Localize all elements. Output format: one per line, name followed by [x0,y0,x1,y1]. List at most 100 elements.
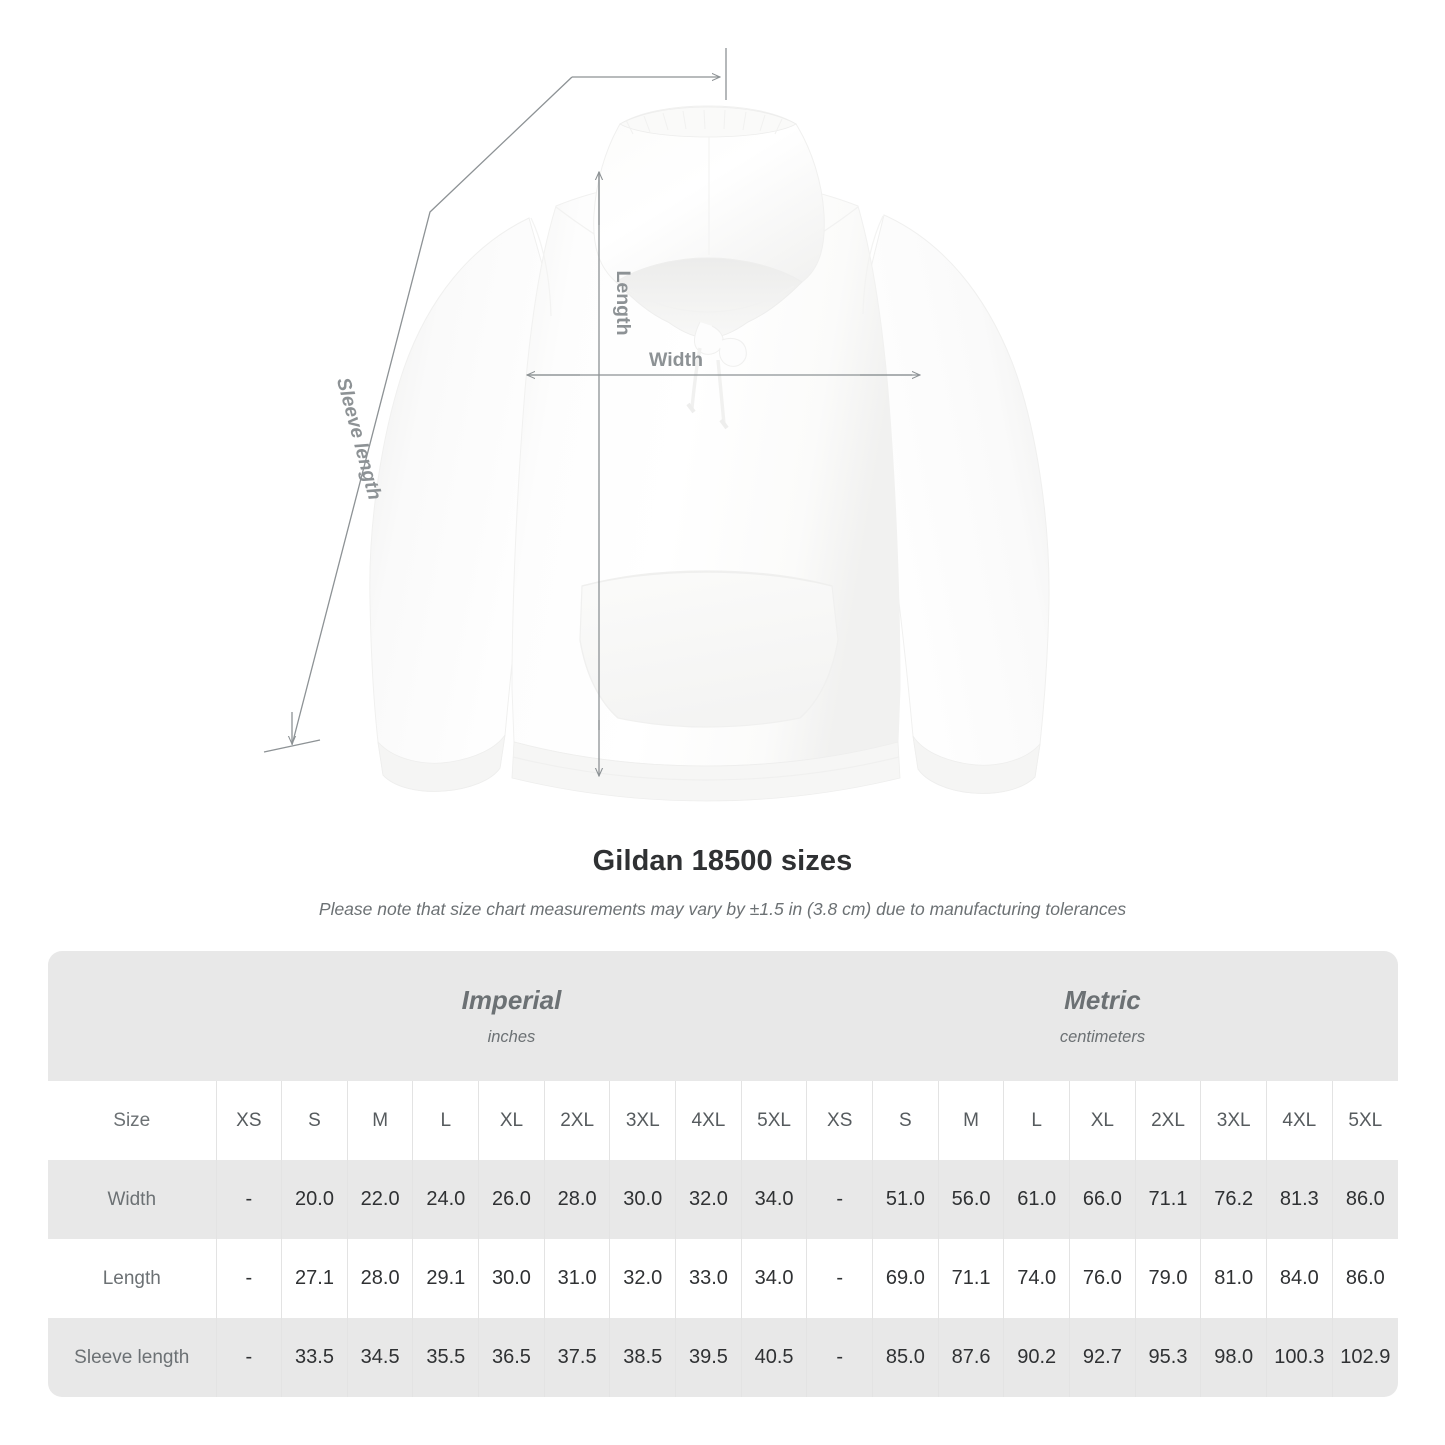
size-header-met-6: 3XL [1200,1081,1267,1160]
cell-sleeve-imp-5: 37.5 [543,1318,610,1397]
size-chart-table: Imperial inches Metric centimeters Size … [48,951,1398,1397]
page-title: Gildan 18500 sizes [592,845,853,877]
cell-length-imp-5: 31.0 [543,1239,610,1318]
tolerance-note: Please note that size chart measurements… [318,899,1127,919]
size-header-met-2: M [937,1081,1004,1160]
cell-width-imp-4: 26.0 [478,1160,545,1239]
cell-sleeve-imp-2: 34.5 [346,1318,413,1397]
cell-length-imp-2: 28.0 [346,1239,413,1318]
cell-length-imp-7: 33.0 [675,1239,742,1318]
size-header-met-5: 2XL [1134,1081,1201,1160]
measurement-guides [263,48,920,776]
cell-sleeve-met-5: 95.3 [1134,1318,1201,1397]
cell-sleeve-imp-1: 33.5 [281,1318,348,1397]
row-header-width: Width [48,1160,216,1239]
unit-cell-imperial: Imperial inches [216,951,807,1081]
size-header-met-4: XL [1069,1081,1136,1160]
cell-width-met-1: 51.0 [872,1160,939,1239]
title-block: Gildan 18500 sizes Please note that size… [0,842,1445,920]
cell-sleeve-imp-4: 36.5 [478,1318,545,1397]
length-annotation-label: Length [612,271,634,336]
cell-sleeve-met-3: 90.2 [1003,1318,1070,1397]
unit-band-spacer [48,951,216,1081]
size-header-imp-3: L [412,1081,479,1160]
table-row-sleeve-length: Sleeve length - 33.5 34.5 35.5 36.5 37.5… [48,1318,1398,1397]
cell-sleeve-imp-3: 35.5 [412,1318,479,1397]
size-header-imp-1: S [281,1081,348,1160]
cell-width-met-7: 81.3 [1266,1160,1333,1239]
cell-width-imp-2: 22.0 [346,1160,413,1239]
unit-cell-metric: Metric centimeters [806,951,1398,1081]
cell-sleeve-met-0: - [806,1318,873,1397]
cell-sleeve-imp-0: - [215,1318,282,1397]
size-header-met-0: XS [806,1081,873,1160]
cell-length-met-7: 84.0 [1266,1239,1333,1318]
cell-length-met-4: 76.0 [1069,1239,1136,1318]
cell-length-imp-8: 34.0 [740,1239,807,1318]
size-header-imp-6: 3XL [609,1081,676,1160]
unit-name-metric: Metric [1064,985,1141,1015]
hoodie-illustration: Length Width Sleeve length [263,48,1050,802]
cell-length-met-5: 79.0 [1134,1239,1201,1318]
table-row-length: Length - 27.1 28.0 29.1 30.0 31.0 32.0 3… [48,1239,1398,1318]
size-header-met-3: L [1003,1081,1070,1160]
cell-sleeve-imp-8: 40.5 [740,1318,807,1397]
cell-width-imp-0: - [215,1160,282,1239]
cell-length-imp-3: 29.1 [412,1239,479,1318]
size-header-imp-0: XS [215,1081,282,1160]
unit-sub-imperial: inches [487,1028,536,1046]
size-header-imp-5: 2XL [543,1081,610,1160]
sleeve-length-guide [263,48,727,753]
row-header-length: Length [48,1239,216,1318]
hood-drawstring [686,321,747,430]
cell-width-met-8: 86.0 [1331,1160,1398,1239]
cell-sleeve-met-7: 100.3 [1266,1318,1333,1397]
size-header-met-7: 4XL [1266,1081,1333,1160]
size-header-imp-7: 4XL [675,1081,742,1160]
row-header-size: Size [48,1081,216,1160]
hoodie-garment [369,105,1050,802]
cell-length-met-6: 81.0 [1200,1239,1267,1318]
cell-width-imp-6: 30.0 [609,1160,676,1239]
cell-sleeve-imp-7: 39.5 [675,1318,742,1397]
cell-length-imp-1: 27.1 [281,1239,348,1318]
size-header-row: Size XS S M L XL 2XL 3XL 4XL 5XL XS S M … [48,1081,1398,1160]
cell-sleeve-met-6: 98.0 [1200,1318,1267,1397]
table-row-width: Width - 20.0 22.0 24.0 26.0 28.0 30.0 32… [48,1160,1398,1239]
cell-width-met-4: 66.0 [1069,1160,1136,1239]
cell-length-imp-4: 30.0 [478,1239,545,1318]
row-header-sleeve-length: Sleeve length [48,1318,216,1397]
size-header-imp-2: M [346,1081,413,1160]
width-annotation-label: Width [649,349,703,371]
size-header-met-8: 5XL [1331,1081,1398,1160]
cell-width-imp-3: 24.0 [412,1160,479,1239]
cell-width-met-6: 76.2 [1200,1160,1267,1239]
cell-length-imp-0: - [215,1239,282,1318]
unit-system-header-row: Imperial inches Metric centimeters [48,951,1398,1081]
cell-length-imp-6: 32.0 [609,1239,676,1318]
cell-length-met-3: 74.0 [1003,1239,1070,1318]
sleeve-length-annotation-label: Sleeve length [332,375,386,502]
cell-width-met-5: 71.1 [1134,1160,1201,1239]
cell-sleeve-met-1: 85.0 [872,1318,939,1397]
cell-width-imp-8: 34.0 [740,1160,807,1239]
size-header-imp-4: XL [478,1081,545,1160]
size-header-imp-8: 5XL [740,1081,807,1160]
cell-width-met-3: 61.0 [1003,1160,1070,1239]
size-header-met-1: S [872,1081,939,1160]
cell-sleeve-met-4: 92.7 [1069,1318,1136,1397]
cell-width-met-0: - [806,1160,873,1239]
cell-width-imp-7: 32.0 [675,1160,742,1239]
cell-sleeve-met-2: 87.6 [937,1318,1004,1397]
cell-width-imp-5: 28.0 [543,1160,610,1239]
cell-length-met-8: 86.0 [1331,1239,1398,1318]
cell-length-met-0: - [806,1239,873,1318]
cell-length-met-1: 69.0 [872,1239,939,1318]
cell-sleeve-met-8: 102.9 [1331,1318,1398,1397]
cell-length-met-2: 71.1 [937,1239,1004,1318]
cell-width-met-2: 56.0 [937,1160,1004,1239]
unit-sub-metric: centimeters [1059,1028,1146,1046]
unit-name-imperial: Imperial [461,985,562,1015]
cell-width-imp-1: 20.0 [281,1160,348,1239]
cell-sleeve-imp-6: 38.5 [609,1318,676,1397]
